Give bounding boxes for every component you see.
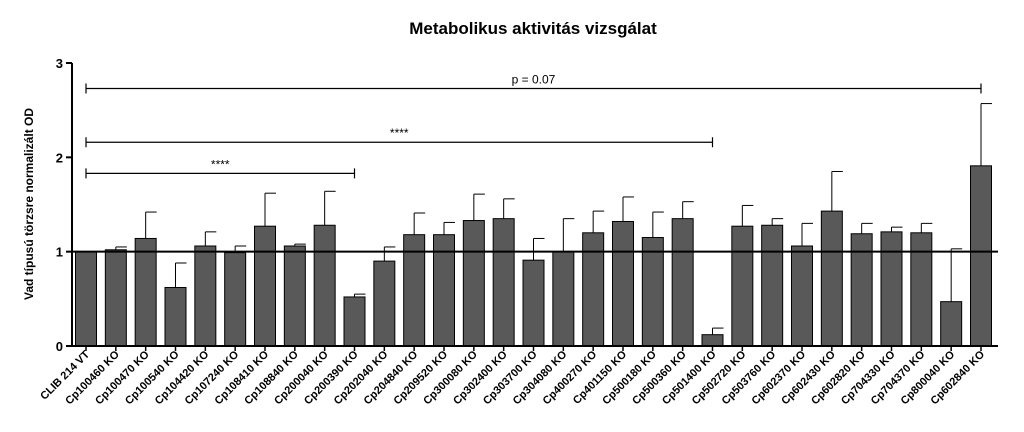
bar bbox=[701, 334, 724, 347]
bar bbox=[373, 260, 396, 347]
y-tick-label: 0 bbox=[56, 339, 63, 354]
bar bbox=[492, 218, 515, 347]
significance-label: **** bbox=[211, 157, 230, 171]
bar bbox=[791, 245, 813, 347]
y-tick-label: 2 bbox=[56, 150, 63, 165]
significance-label: p = 0.07 bbox=[512, 72, 556, 86]
x-tick-label: Cp602840 KO bbox=[928, 348, 987, 407]
bar bbox=[313, 224, 336, 347]
bar bbox=[880, 231, 903, 347]
bar bbox=[850, 233, 873, 347]
bar bbox=[910, 232, 933, 347]
bar bbox=[612, 220, 634, 347]
bar bbox=[522, 259, 545, 347]
bar bbox=[164, 287, 187, 347]
y-axis-label: Vad típusú törzsre normalizált OD bbox=[22, 108, 36, 300]
bar bbox=[194, 245, 217, 347]
bar bbox=[641, 237, 664, 347]
bar bbox=[254, 225, 276, 347]
chart-title: Metabolikus aktivitás vizsgálat bbox=[409, 19, 657, 38]
bar bbox=[820, 210, 843, 347]
bar bbox=[75, 251, 97, 347]
bar bbox=[462, 220, 485, 347]
bar bbox=[671, 218, 694, 347]
bar bbox=[582, 232, 605, 347]
bar bbox=[224, 252, 247, 347]
bar bbox=[134, 237, 157, 347]
y-tick-label: 1 bbox=[56, 245, 63, 260]
bar bbox=[552, 251, 575, 347]
bar bbox=[970, 165, 992, 347]
bar bbox=[283, 245, 306, 347]
bar bbox=[104, 249, 127, 347]
y-tick-label: 3 bbox=[56, 56, 63, 71]
bar bbox=[940, 301, 963, 347]
bar bbox=[731, 225, 754, 347]
bar bbox=[343, 296, 366, 347]
significance-label: **** bbox=[390, 126, 409, 140]
bar bbox=[761, 224, 784, 347]
